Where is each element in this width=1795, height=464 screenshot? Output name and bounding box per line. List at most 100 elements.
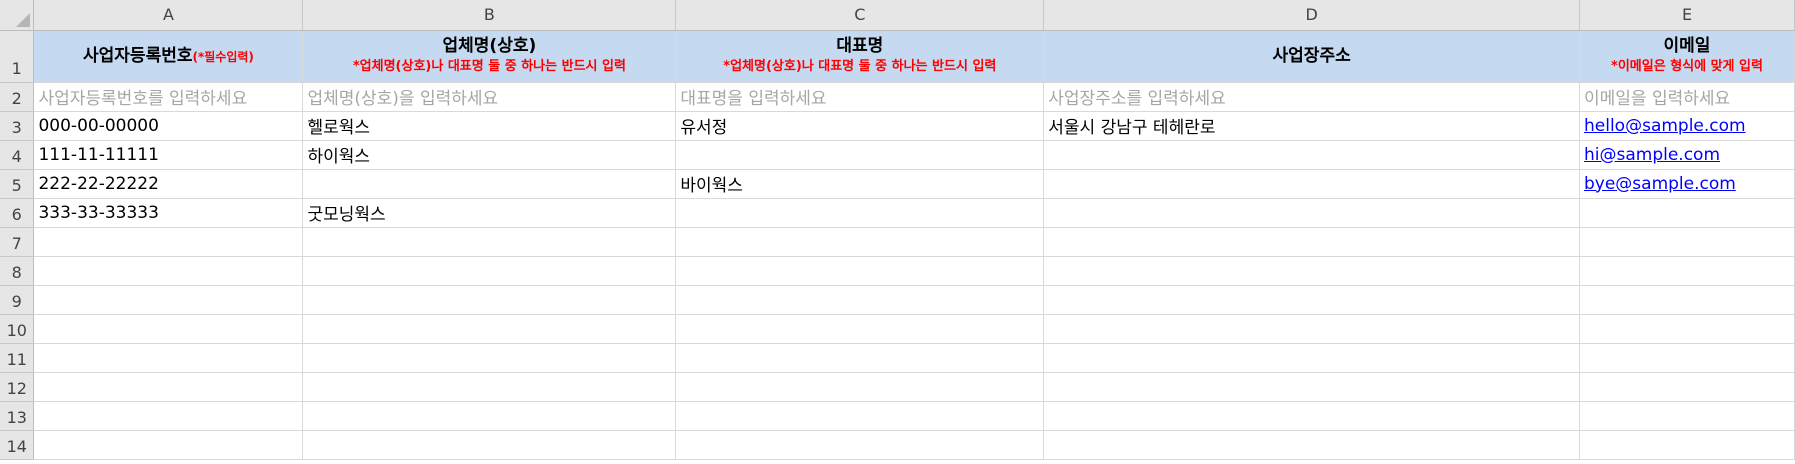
cell-address[interactable] xyxy=(1043,140,1580,170)
header-title-email: 이메일 xyxy=(1663,36,1711,56)
empty-cell[interactable] xyxy=(1579,401,1795,431)
row-header-6[interactable]: 6 xyxy=(0,198,35,228)
empty-cell[interactable] xyxy=(675,372,1045,402)
column-header-e[interactable]: E xyxy=(1579,0,1795,31)
empty-cell[interactable] xyxy=(675,430,1045,460)
row-header-2[interactable]: 2 xyxy=(0,82,35,112)
empty-cell[interactable] xyxy=(1043,314,1580,344)
empty-cell[interactable] xyxy=(33,372,304,402)
empty-cell[interactable] xyxy=(1043,372,1580,402)
cell-business-number[interactable]: 000-00-00000 xyxy=(33,111,304,141)
cell-email-link[interactable] xyxy=(1579,198,1795,228)
select-all-corner[interactable] xyxy=(0,0,35,31)
cell-representative[interactable]: 바이웍스 xyxy=(675,169,1045,199)
header-cell-representative[interactable]: 대표명 *업체명(상호)나 대표명 둘 중 하나는 반드시 입력 xyxy=(675,30,1045,83)
row-header-11[interactable]: 11 xyxy=(0,343,35,373)
empty-cell[interactable] xyxy=(1043,227,1580,257)
cell-address[interactable] xyxy=(1043,169,1580,199)
header-cell-address[interactable]: 사업장주소 xyxy=(1043,30,1580,83)
cell-email-link[interactable]: hello@sample.com xyxy=(1579,111,1795,141)
empty-cell[interactable] xyxy=(1043,343,1580,373)
row-header-12[interactable]: 12 xyxy=(0,372,35,402)
cell-business-number[interactable]: 222-22-22222 xyxy=(33,169,304,199)
empty-cell[interactable] xyxy=(675,256,1045,286)
placeholder-cell-representative[interactable]: 대표명을 입력하세요 xyxy=(675,82,1045,112)
cell-address[interactable]: 서울시 강남구 테헤란로 xyxy=(1043,111,1580,141)
placeholder-cell-email[interactable]: 이메일을 입력하세요 xyxy=(1579,82,1795,112)
row-header-5[interactable]: 5 xyxy=(0,169,35,199)
cell-business-number[interactable]: 111-11-11111 xyxy=(33,140,304,170)
empty-cell[interactable] xyxy=(33,430,304,460)
empty-cell[interactable] xyxy=(1043,256,1580,286)
cell-company-name[interactable]: 굿모닝웍스 xyxy=(302,198,677,228)
empty-cell[interactable] xyxy=(1579,430,1795,460)
empty-cell[interactable] xyxy=(1579,227,1795,257)
empty-cell[interactable] xyxy=(302,314,677,344)
header-cell-company-name[interactable]: 업체명(상호) *업체명(상호)나 대표명 둘 중 하나는 반드시 입력 xyxy=(302,30,677,83)
cell-business-number[interactable]: 333-33-33333 xyxy=(33,198,304,228)
header-title-company-name: 업체명(상호) xyxy=(442,36,537,56)
header-cell-business-number[interactable]: 사업자등록번호(*필수입력) xyxy=(33,30,304,83)
empty-cell[interactable] xyxy=(675,285,1045,315)
empty-cell[interactable] xyxy=(33,343,304,373)
cell-email-link[interactable]: hi@sample.com xyxy=(1579,140,1795,170)
empty-cell[interactable] xyxy=(302,285,677,315)
cell-email-link[interactable]: bye@sample.com xyxy=(1579,169,1795,199)
cell-representative[interactable]: 유서정 xyxy=(675,111,1045,141)
row-header-1[interactable]: 1 xyxy=(0,30,35,83)
cell-representative[interactable] xyxy=(675,198,1045,228)
empty-cell[interactable] xyxy=(302,227,677,257)
placeholder-cell-address[interactable]: 사업장주소를 입력하세요 xyxy=(1043,82,1580,112)
cell-company-name[interactable] xyxy=(302,169,677,199)
empty-cell[interactable] xyxy=(1579,343,1795,373)
column-header-c[interactable]: C xyxy=(675,0,1045,31)
empty-cell[interactable] xyxy=(1579,285,1795,315)
empty-cell[interactable] xyxy=(1043,430,1580,460)
empty-cell[interactable] xyxy=(675,343,1045,373)
header-title-business-number: 사업자등록번호 xyxy=(83,46,193,66)
header-title-address: 사업장주소 xyxy=(1272,46,1351,66)
empty-cell[interactable] xyxy=(675,401,1045,431)
select-all-triangle-icon xyxy=(16,12,31,27)
empty-cell[interactable] xyxy=(302,256,677,286)
empty-cell[interactable] xyxy=(1579,372,1795,402)
column-header-d[interactable]: D xyxy=(1043,0,1580,31)
cell-address[interactable] xyxy=(1043,198,1580,228)
header-note-representative: *업체명(상호)나 대표명 둘 중 하나는 반드시 입력 xyxy=(723,59,997,74)
empty-cell[interactable] xyxy=(675,314,1045,344)
row-header-8[interactable]: 8 xyxy=(0,256,35,286)
column-header-a[interactable]: A xyxy=(33,0,304,31)
row-header-3[interactable]: 3 xyxy=(0,111,35,141)
empty-cell[interactable] xyxy=(1043,401,1580,431)
cell-company-name[interactable]: 하이웍스 xyxy=(302,140,677,170)
empty-cell[interactable] xyxy=(33,285,304,315)
empty-cell[interactable] xyxy=(302,343,677,373)
placeholder-cell-business-number[interactable]: 사업자등록번호를 입력하세요 xyxy=(33,82,304,112)
row-header-7[interactable]: 7 xyxy=(0,227,35,257)
row-header-4[interactable]: 4 xyxy=(0,140,35,170)
empty-cell[interactable] xyxy=(1579,256,1795,286)
row-header-13[interactable]: 13 xyxy=(0,401,35,431)
row-header-10[interactable]: 10 xyxy=(0,314,35,344)
cell-representative[interactable] xyxy=(675,140,1045,170)
column-header-b[interactable]: B xyxy=(302,0,677,31)
empty-cell[interactable] xyxy=(33,256,304,286)
header-cell-email[interactable]: 이메일 *이메일은 형식에 맞게 입력 xyxy=(1579,30,1795,83)
empty-cell[interactable] xyxy=(675,227,1045,257)
empty-cell[interactable] xyxy=(33,401,304,431)
empty-cell[interactable] xyxy=(302,430,677,460)
empty-cell[interactable] xyxy=(1579,314,1795,344)
row-header-9[interactable]: 9 xyxy=(0,285,35,315)
empty-cell[interactable] xyxy=(1043,285,1580,315)
header-note-required: (*필수입력) xyxy=(192,50,254,64)
header-title-representative: 대표명 xyxy=(836,36,884,56)
empty-cell[interactable] xyxy=(33,314,304,344)
row-header-14[interactable]: 14 xyxy=(0,430,35,460)
empty-cell[interactable] xyxy=(33,227,304,257)
header-note-company-name: *업체명(상호)나 대표명 둘 중 하나는 반드시 입력 xyxy=(352,59,626,74)
cell-company-name[interactable]: 헬로웍스 xyxy=(302,111,677,141)
placeholder-cell-company-name[interactable]: 업체명(상호)을 입력하세요 xyxy=(302,82,677,112)
empty-cell[interactable] xyxy=(302,401,677,431)
empty-cell[interactable] xyxy=(302,372,677,402)
